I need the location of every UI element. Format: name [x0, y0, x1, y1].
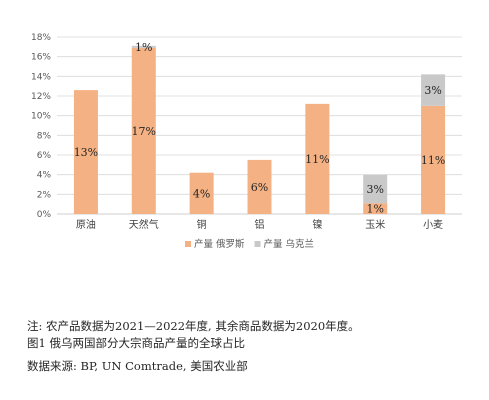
- y-tick-label: 14%: [31, 72, 51, 82]
- bar-russia: [421, 105, 446, 214]
- y-tick-label: 6%: [37, 151, 52, 161]
- notes-block: 注: 农产品数据为2021—2022年度, 其余商品数据为2020年度。 图1 …: [27, 318, 482, 375]
- y-tick-label: 4%: [37, 171, 52, 181]
- category-label: 镍: [312, 218, 322, 231]
- legend-swatch-russia: [185, 241, 191, 247]
- bar-russia: [305, 103, 330, 214]
- y-tick-label: 2%: [37, 190, 52, 200]
- y-tick-label: 8%: [37, 131, 52, 141]
- legend-label: 产量 俄罗斯: [194, 238, 245, 250]
- data-label: 13%: [74, 146, 98, 159]
- category-label: 小麦: [423, 219, 443, 231]
- data-label: 1%: [135, 41, 152, 54]
- y-tick-label: 18%: [31, 33, 51, 43]
- legend-swatch-ukraine: [254, 241, 261, 247]
- bar-russia: [189, 172, 214, 214]
- figure-caption: 图1 俄乌两国部分大宗商品产量的全球占比: [27, 336, 245, 350]
- data-label: 11%: [305, 153, 329, 166]
- bar-ukraine: [131, 45, 156, 48]
- bar-russia: [73, 90, 98, 214]
- bar-ukraine: [421, 74, 446, 106]
- category-label: 铝: [255, 219, 265, 231]
- data-label: 3%: [424, 84, 441, 97]
- y-tick-label: 16%: [31, 53, 51, 63]
- category-label: 铜: [197, 219, 207, 231]
- data-label: 11%: [421, 154, 445, 167]
- data-label: 17%: [132, 125, 156, 138]
- y-tick-label: 0%: [37, 210, 52, 220]
- category-label: 天然气: [129, 218, 159, 231]
- y-tick-label: 10%: [31, 112, 51, 122]
- note-text: 注: 农产品数据为2021—2022年度, 其余商品数据为2020年度。: [27, 319, 360, 333]
- data-label: 3%: [366, 183, 383, 196]
- category-label: 原油: [76, 218, 96, 231]
- bar-russia: [363, 203, 388, 214]
- bar-chart: 0% 2% 4% 6% 8% 10% 12% 14% 16% 18% 13% 原油 17% 1% 天然气 4%…: [31, 33, 462, 250]
- bar-ukraine: [363, 174, 388, 204]
- y-tick-label: 12%: [31, 92, 51, 102]
- data-label: 1%: [366, 203, 383, 216]
- bar-russia: [247, 159, 272, 214]
- data-label: 6%: [251, 181, 268, 194]
- data-label: 4%: [193, 187, 210, 200]
- data-source: 数据来源: BP, UN Comtrade, 美国农业部: [27, 359, 248, 373]
- legend-label: 产量 乌克兰: [264, 238, 315, 250]
- category-label: 玉米: [365, 218, 385, 231]
- bar-russia: [131, 47, 156, 214]
